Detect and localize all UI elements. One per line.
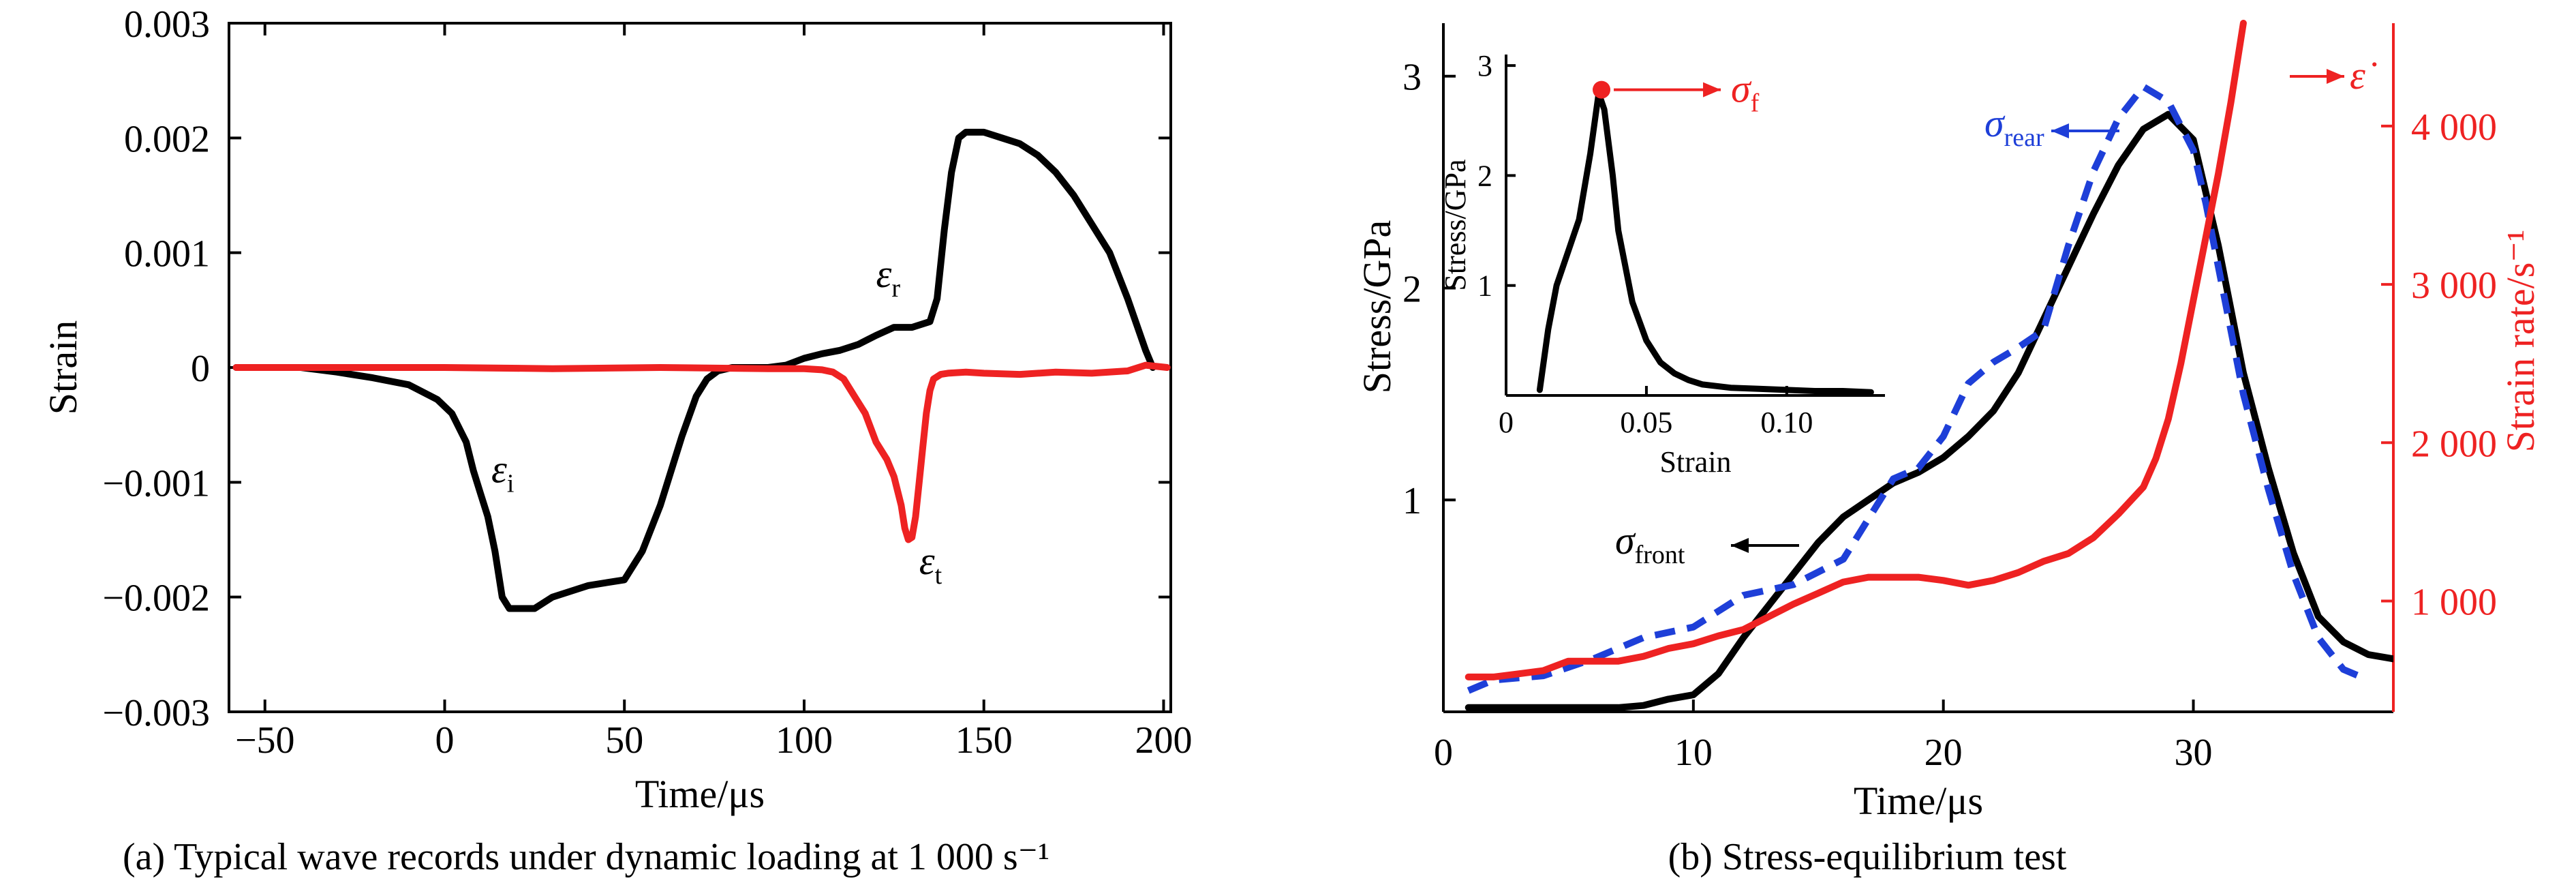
annotation-t: εt xyxy=(919,539,942,590)
series-line-1 xyxy=(232,361,1171,543)
annotation-r: εr xyxy=(876,252,900,303)
arrow-strain-rate xyxy=(2290,69,2344,84)
y-tick-label: −0.002 xyxy=(102,578,210,620)
x-tick-label: 0 xyxy=(435,719,454,762)
x-tick-label: 100 xyxy=(776,719,833,762)
chart-a: −50 0 50 100 150 200 −0.003 −0.002 −0.001 0 0.001 0… xyxy=(41,3,1192,816)
inset-x-axis-label: Strain xyxy=(1659,445,1731,479)
y-axis-label: Stress/GPa xyxy=(1355,220,1399,394)
y-axis-label: Strain xyxy=(41,320,85,415)
y2-tick-label: 1 000 xyxy=(2411,581,2497,623)
y-tick-label: −0.003 xyxy=(102,692,210,734)
inset-y-tick-label: 2 xyxy=(1477,159,1492,192)
y2-tick-label: 3 000 xyxy=(2411,265,2497,307)
x-tick-label: 30 xyxy=(2175,732,2213,774)
x-tick-label: 20 xyxy=(1925,732,1963,774)
y2-tick-label: 2 000 xyxy=(2411,423,2497,465)
y2-tick-label: 4 000 xyxy=(2411,106,2497,149)
inset-series-line-0 xyxy=(1536,90,1874,395)
x-tick-label: −50 xyxy=(235,719,295,762)
annotation-front: σfront xyxy=(1615,518,1685,569)
inset-y-tick-label: 1 xyxy=(1477,269,1492,303)
annotation-rear: σrear xyxy=(1984,101,2044,152)
annotation-i: εi xyxy=(491,447,514,498)
inset-background xyxy=(1498,48,1893,405)
series-group xyxy=(1465,20,2393,711)
series-line-1 xyxy=(1467,83,2370,694)
arrow-strain-rate-head xyxy=(2327,69,2344,84)
arrow-front xyxy=(1731,538,1799,553)
x-axis-label: Time/μs xyxy=(1854,779,1983,823)
inset-x-tick-label: 0 xyxy=(1499,406,1514,439)
x-tick-label: 200 xyxy=(1135,719,1192,762)
y-tick-label: 2 xyxy=(1402,268,1422,310)
x-tick-label: 0 xyxy=(1434,732,1453,774)
peak-arrow-head xyxy=(1703,82,1721,97)
y-tick-label: −0.001 xyxy=(102,462,210,505)
annotation-strain-rate: ε̇ xyxy=(2350,53,2377,97)
annotation-peak: σf xyxy=(1731,67,1760,118)
series-line-0 xyxy=(1465,110,2393,711)
y-tick-label: 0.003 xyxy=(124,3,210,46)
x-tick-label: 10 xyxy=(1674,732,1713,774)
chart-b-inset: 0 0.05 0.10 1 2 3 Strain Stress/GPa σf xyxy=(1439,48,1893,479)
x-axis-label: Time/μs xyxy=(635,772,765,816)
inset-y-axis-label: Stress/GPa xyxy=(1439,159,1472,290)
y2-axis-label: Strain rate/s⁻¹ xyxy=(2498,230,2543,453)
arrow-front-head xyxy=(1731,538,1749,553)
caption-a: (a) Typical wave records under dynamic l… xyxy=(123,836,1049,878)
y-tick-label: 0 xyxy=(191,348,210,390)
peak-arrow xyxy=(1614,82,1721,97)
peak-marker xyxy=(1593,80,1611,99)
y-tick-label: 0.001 xyxy=(124,233,210,275)
x-tick-label: 150 xyxy=(955,719,1013,762)
inset-x-tick-label: 0.05 xyxy=(1620,406,1672,439)
arrow-rear-head xyxy=(2051,123,2069,138)
y-tick-label: 3 xyxy=(1402,57,1422,99)
inset-y-tick-label: 3 xyxy=(1477,49,1492,82)
y-tick-label: 0.002 xyxy=(124,118,210,160)
y-tick-label: 1 xyxy=(1402,480,1422,522)
arrow-rear xyxy=(2051,123,2119,138)
caption-b: (b) Stress-equilibrium test xyxy=(1668,836,2067,878)
x-tick-label: 50 xyxy=(605,719,643,762)
inset-x-tick-label: 0.10 xyxy=(1760,406,1813,439)
series-line-2 xyxy=(1465,20,2247,680)
